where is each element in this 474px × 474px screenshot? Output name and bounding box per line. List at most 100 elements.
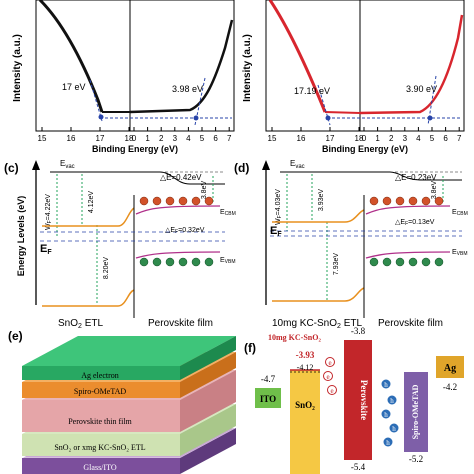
layer-label-glass: Glass/ITO [83,463,116,472]
electron-sphere [191,196,201,206]
panel-c-axis-arrow [32,160,40,170]
panel-d-ef-label: EF [270,225,282,238]
sno2-label: SnO₂ [295,400,315,410]
panel-f: (f) 10mg KC-SnO₂ ITO -4.7 -3.93 -4.12 Sn… [244,326,464,474]
hole-sphere [139,257,149,267]
panel-a-ticks: 15 16 17 180 1 2 3 4 5 6 7 [38,127,232,143]
panel-c-sno2-vbm [42,289,135,307]
tick-label: 15 [38,134,47,143]
panel-d-delta-evac: △E=0.23eV [395,173,437,182]
panel-c-left-film: SnO2 ETL [58,318,103,330]
layer-label-spiro: Spiro-OMeTAD [74,387,126,396]
panel-d-carriers [369,196,444,267]
panel-d-label: (d) [234,161,249,175]
panel-d-sno2-cbm [272,209,365,223]
panel-c-right-film: Perovskite film [148,318,213,329]
panel-a-left-intercept [98,114,104,120]
hole-sphere [395,257,405,267]
panel-d-ecbm-offset: 3.8eV [431,181,438,200]
electron-sphere [434,196,444,206]
layer-ag [22,336,236,380]
panel-b-ylabel: Intensity (a.u.) [242,34,253,102]
hole-sphere [165,257,175,267]
hole-sphere [382,257,392,267]
panel-d-perov-cbm [365,205,451,215]
panel-b-right-annotation: 3.90 eV [406,84,437,94]
sno2-kc-level: -3.93 [296,350,315,360]
perovskite-box [344,340,372,460]
tick-label: 18 [355,134,364,143]
electron-sphere [152,196,162,206]
panel-c-gap1: 4.12eV [88,191,95,214]
panel-d-left-film: 10mg KC-SnO2 ETL [272,318,362,330]
tick-label: 2 [389,134,394,143]
tick-label: 0 [362,134,367,143]
panel-d-gap2: 7.93eV [333,253,340,276]
panel-c-perov-vbm [135,251,221,259]
electron-marker [325,357,335,367]
panel-c-evac-label: Evac [60,159,75,170]
spiro-bottom-level: -5.2 [409,454,423,464]
electron-symbol: e [328,359,331,367]
panel-c: (c) Energy Levels (eV) Evac △E=0.42eV WF… [4,159,236,330]
tick-label: 16 [67,134,76,143]
panel-b-valence-curve [359,14,464,115]
hole-sphere [178,257,188,267]
panel-d-evbm-label: EVBM [452,249,468,257]
electron-sphere [408,196,418,206]
electron-sphere [139,196,149,206]
tick-label: 4 [416,134,421,143]
panel-d-right-film: Perovskite film [378,318,443,329]
electron-marker [323,371,333,381]
layer-label-ag: Ag electron [81,371,119,380]
panel-c-ecbm-offset: 3.8eV [201,181,208,200]
hole-marker [389,423,399,433]
hole-sphere [191,257,201,267]
panel-b-frame [265,0,465,132]
panel-c-carriers [139,196,214,267]
tick-label: 6 [443,134,448,143]
ito-label: ITO [260,394,276,404]
panel-b-left-annotation: 17.19 eV [294,86,330,96]
electron-sphere [204,196,214,206]
panel-c-vacuum-level [50,171,225,185]
ag-level: -4.2 [443,382,457,392]
panel-c-wf-label: WF=4.22eV [45,194,53,230]
electron-marker [327,385,337,395]
hole-marker [381,409,391,419]
panel-a-frame [35,0,235,132]
layer-label-perovskite: Perovskite thin film [68,417,132,426]
tick-label: 5 [200,134,205,143]
panel-b: Intensity (a.u.) 17.19 eV 3.90 eV 15 16 17… [242,0,465,154]
panel-b-left-baseline [324,111,361,114]
tick-label: 3 [403,134,408,143]
ag-label: Ag [444,363,456,374]
tick-label: 0 [132,134,137,143]
hole-symbol: h [384,411,388,419]
electron-sphere [395,196,405,206]
hole-sphere [369,257,379,267]
panel-d-perov-vbm [365,251,451,259]
panel-d-evac-label: Evac [290,159,305,170]
panel-d-gap1: 3.93eV [318,189,325,212]
electron-symbol: e [330,387,333,395]
panel-d-vacuum-level [280,171,462,181]
tick-label: 1 [145,134,150,143]
tick-label: 7 [457,134,462,143]
tick-label: 16 [297,134,306,143]
panel-a-left-fit-line [89,79,103,122]
panel-d-axis-arrow [262,160,270,170]
panel-c-delta-ef: △EF=0.32eV [165,227,205,235]
tick-label: 3 [173,134,178,143]
hole-marker [383,437,393,447]
panel-e: (e) Ag electron Spiro-OMeTAD [8,329,237,474]
ag-box [436,356,464,378]
hole-symbol: h [392,425,396,433]
panel-a-xlabel: Binding Energy (eV) [92,144,178,154]
panel-d-delta-ef: △EF=0.13eV [395,219,435,227]
hole-sphere [434,257,444,267]
panel-b-secondary-cutoff-curve [268,0,327,113]
hole-marker [387,395,397,405]
